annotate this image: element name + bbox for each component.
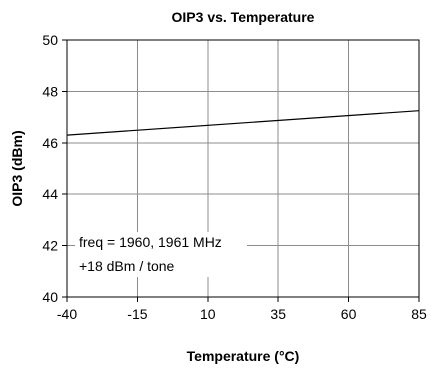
oip3-series-line [66,110,420,136]
x-tick-label: 85 [411,306,427,322]
y-tick-label: 50 [42,32,58,48]
y-tick-label: 46 [42,135,58,151]
chart-title: OIP3 vs. Temperature [172,9,315,25]
series-layer [66,110,420,136]
x-tick-label: 60 [341,306,357,322]
y-tick-label: 40 [42,289,58,305]
x-tick-label: -40 [57,306,77,322]
tick-layer [62,39,420,302]
y-tick-label: 42 [42,238,58,254]
plot-area-frame [66,39,420,298]
x-tick-label: 10 [200,306,216,322]
y-axis-label: OIP3 (dBm) [9,130,25,206]
x-axis-label: Temperature (°C) [187,348,300,364]
y-tick-label: 44 [42,186,58,202]
x-tick-label: -15 [127,306,147,322]
x-tick-label: 35 [270,306,286,322]
annotation-frequency: freq = 1960, 1961 MHz [79,234,222,250]
y-tick-label: 48 [42,83,58,99]
annotation-background [75,232,247,277]
annotation-power-per-tone: +18 dBm / tone [79,258,175,274]
